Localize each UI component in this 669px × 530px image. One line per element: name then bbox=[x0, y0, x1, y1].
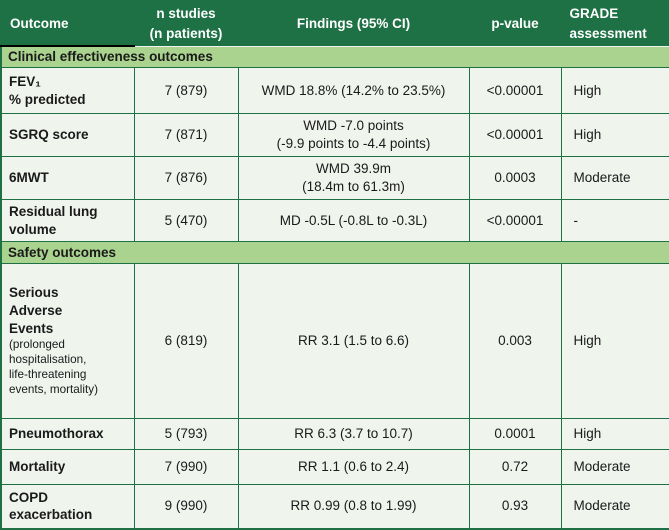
grade-cell: High bbox=[560, 113, 669, 158]
p-value-cell: <0.00001 bbox=[468, 113, 562, 158]
table-row: Mortality 7 (990) RR 1.1 (0.6 to 2.4) 0.… bbox=[0, 449, 669, 486]
p-value-cell: <0.00001 bbox=[468, 67, 562, 115]
section-title: Safety outcomes bbox=[0, 241, 669, 265]
table-row: FEV₁ % predicted 7 (879) WMD 18.8% (14.2… bbox=[0, 67, 669, 115]
p-value-cell: 0.72 bbox=[468, 449, 562, 486]
grade-cell: Moderate bbox=[560, 156, 669, 201]
findings-cell: WMD 39.9m (18.4m to 61.3m) bbox=[237, 156, 470, 201]
findings-cell: RR 3.1 (1.5 to 6.6) bbox=[237, 263, 470, 420]
n-studies-cell: 9 (990) bbox=[133, 484, 239, 530]
table-row: Pneumothorax 5 (793) RR 6.3 (3.7 to 10.7… bbox=[0, 418, 669, 451]
grade-cell: Moderate bbox=[560, 484, 669, 530]
section-header-clinical: Clinical effectiveness outcomes bbox=[0, 45, 669, 69]
n-studies-cell: 7 (879) bbox=[133, 67, 239, 115]
grade-cell: High bbox=[560, 263, 669, 420]
findings-cell: RR 1.1 (0.6 to 2.4) bbox=[237, 449, 470, 486]
outcome-note: (prolonged hospitalisation, life-threate… bbox=[9, 338, 98, 397]
col-header-findings: Findings (95% CI) bbox=[237, 0, 470, 47]
table-row: Residual lung volume 5 (470) MD -0.5L (-… bbox=[0, 199, 669, 243]
outcome-cell: FEV₁ % predicted bbox=[0, 67, 135, 115]
n-studies-cell: 7 (871) bbox=[133, 113, 239, 158]
outcome-cell: 6MWT bbox=[0, 156, 135, 201]
outcome-cell: Serious Adverse Events (prolonged hospit… bbox=[0, 263, 135, 420]
outcome-cell: SGRQ score bbox=[0, 113, 135, 158]
table-row: COPD exacerbation 9 (990) RR 0.99 (0.8 t… bbox=[0, 484, 669, 530]
col-header-outcome: Outcome bbox=[0, 0, 135, 47]
outcome-label: Serious Adverse Events bbox=[9, 284, 63, 336]
table-row: 6MWT 7 (876) WMD 39.9m (18.4m to 61.3m) … bbox=[0, 156, 669, 201]
grade-cell: - bbox=[560, 199, 669, 243]
p-value-cell: <0.00001 bbox=[468, 199, 562, 243]
n-studies-cell: 7 (990) bbox=[133, 449, 239, 486]
grade-cell: High bbox=[560, 418, 669, 451]
col-header-grade: GRADE assessment bbox=[560, 0, 669, 47]
outcome-cell: Residual lung volume bbox=[0, 199, 135, 243]
findings-cell: WMD -7.0 points (-9.9 points to -4.4 poi… bbox=[237, 113, 470, 158]
grade-cell: Moderate bbox=[560, 449, 669, 486]
outcome-cell: Pneumothorax bbox=[0, 418, 135, 451]
outcome-cell: Mortality bbox=[0, 449, 135, 486]
findings-cell: WMD 18.8% (14.2% to 23.5%) bbox=[237, 67, 470, 115]
header-row: Outcome n studies (n patients) Findings … bbox=[0, 0, 669, 47]
table-row: Serious Adverse Events (prolonged hospit… bbox=[0, 263, 669, 420]
n-studies-cell: 5 (793) bbox=[133, 418, 239, 451]
col-header-p-value: p-value bbox=[468, 0, 562, 47]
p-value-cell: 0.93 bbox=[468, 484, 562, 530]
p-value-cell: 0.0001 bbox=[468, 418, 562, 451]
outcome-cell: COPD exacerbation bbox=[0, 484, 135, 530]
n-studies-cell: 5 (470) bbox=[133, 199, 239, 243]
findings-cell: RR 6.3 (3.7 to 10.7) bbox=[237, 418, 470, 451]
p-value-cell: 0.003 bbox=[468, 263, 562, 420]
findings-cell: MD -0.5L (-0.8L to -0.3L) bbox=[237, 199, 470, 243]
section-header-safety: Safety outcomes bbox=[0, 241, 669, 265]
p-value-cell: 0.0003 bbox=[468, 156, 562, 201]
grade-cell: High bbox=[560, 67, 669, 115]
n-studies-cell: 7 (876) bbox=[133, 156, 239, 201]
col-header-n-studies: n studies (n patients) bbox=[133, 0, 239, 47]
findings-cell: RR 0.99 (0.8 to 1.99) bbox=[237, 484, 470, 530]
n-studies-cell: 6 (819) bbox=[133, 263, 239, 420]
section-title: Clinical effectiveness outcomes bbox=[0, 45, 669, 69]
table-row: SGRQ score 7 (871) WMD -7.0 points (-9.9… bbox=[0, 113, 669, 158]
